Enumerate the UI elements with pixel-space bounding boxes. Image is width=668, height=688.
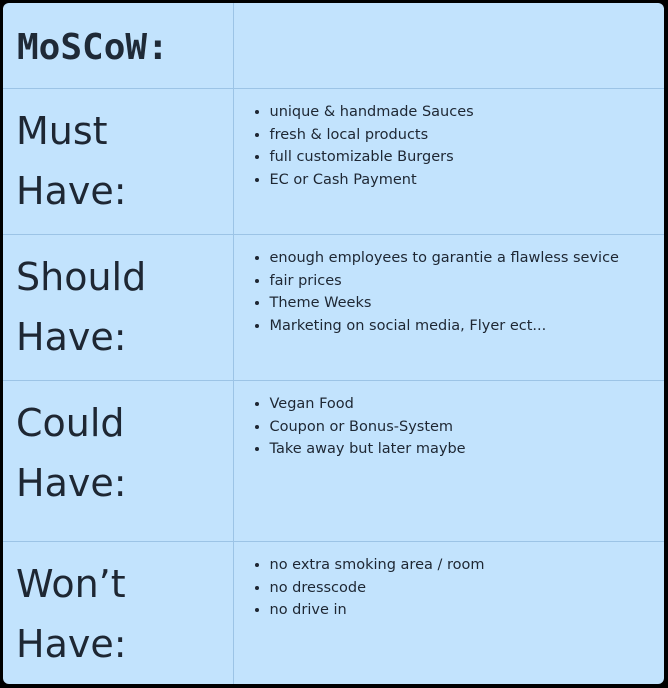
header-empty-cell [232, 3, 664, 89]
list-item: unique & handmade Sauces [270, 101, 665, 124]
items-cell: Vegan Food Coupon or Bonus-System Take a… [232, 380, 665, 542]
table-row-wont-have: Won’t Have: no extra smoking area / room… [3, 541, 665, 684]
item-list: Vegan Food Coupon or Bonus-System Take a… [234, 381, 665, 461]
category-label-line2: Have: [16, 315, 127, 359]
list-item: full customizable Burgers [270, 146, 665, 169]
list-item: no dresscode [270, 577, 665, 600]
list-item: Take away but later maybe [270, 438, 665, 461]
list-item: Theme Weeks [270, 292, 665, 315]
header-row: MoSCoW: [3, 3, 664, 89]
category-label: Must Have: [3, 89, 233, 221]
category-cell: Should Have: [3, 234, 234, 381]
list-item: fair prices [270, 270, 665, 293]
item-list: no extra smoking area / room no dresscod… [234, 542, 665, 622]
category-label: Should Have: [3, 235, 233, 367]
moscow-board: MoSCoW: Must Have: unique & handmade Sau… [3, 3, 664, 684]
category-cell: Won’t Have: [3, 541, 234, 684]
list-item: no extra smoking area / room [270, 554, 665, 577]
items-cell: unique & handmade Sauces fresh & local p… [232, 88, 665, 235]
page-title: MoSCoW: [17, 27, 169, 68]
list-item: enough employees to garantie a flawless … [270, 247, 665, 270]
category-label-line1: Must [16, 109, 108, 153]
category-label-line1: Should [16, 255, 147, 299]
item-list: unique & handmade Sauces fresh & local p… [234, 89, 665, 191]
category-label: Could Have: [3, 381, 233, 513]
list-item: Coupon or Bonus-System [270, 416, 665, 439]
list-item: fresh & local products [270, 124, 665, 147]
items-cell: no extra smoking area / room no dresscod… [232, 541, 665, 684]
category-cell: Could Have: [3, 380, 234, 542]
category-label-line2: Have: [16, 169, 127, 213]
table-row-could-have: Could Have: Vegan Food Coupon or Bonus-S… [3, 380, 665, 542]
moscow-table: MoSCoW: Must Have: unique & handmade Sau… [3, 3, 664, 684]
items-cell: enough employees to garantie a flawless … [232, 234, 665, 381]
list-item: Vegan Food [270, 393, 665, 416]
header-cell: MoSCoW: [3, 3, 234, 89]
list-item: EC or Cash Payment [270, 169, 665, 192]
list-item: Marketing on social media, Flyer ect... [270, 315, 665, 338]
category-label-line1: Could [16, 401, 125, 445]
table-row-should-have: Should Have: enough employees to garanti… [3, 234, 665, 381]
category-label-line2: Have: [16, 622, 127, 666]
item-list: enough employees to garantie a flawless … [234, 235, 665, 337]
list-item: no drive in [270, 599, 665, 622]
category-label-line1: Won’t [16, 562, 126, 606]
table-row-must-have: Must Have: unique & handmade Sauces fres… [3, 88, 665, 235]
category-label-line2: Have: [16, 461, 127, 505]
category-cell: Must Have: [3, 88, 234, 235]
category-label: Won’t Have: [3, 542, 233, 674]
